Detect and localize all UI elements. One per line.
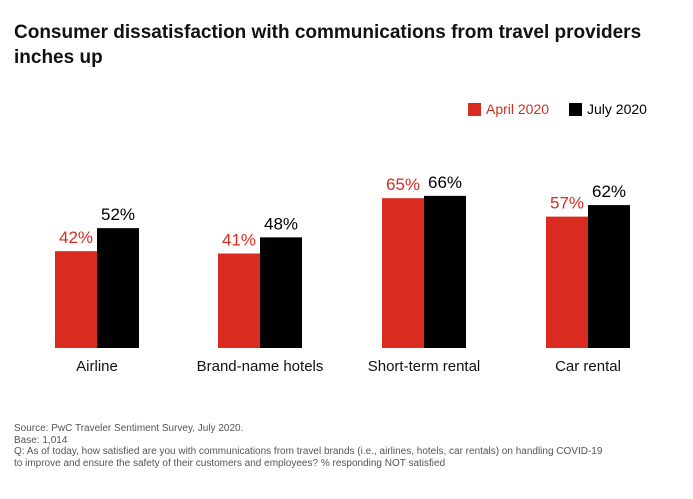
data-label-short-term-rental-july-2020: 66% [428, 173, 462, 192]
footnote-source: Source: PwC Traveler Sentiment Survey, J… [14, 423, 244, 434]
bar-airline-july-2020 [97, 228, 139, 348]
bar-airline-april-2020 [55, 251, 97, 348]
footnote-question-line-1: Q: As of today, how satisfied are you wi… [14, 446, 603, 457]
category-label-car-rental: Car rental [555, 358, 621, 375]
bar-car-rental-april-2020 [546, 216, 588, 348]
data-label-airline-april-2020: 42% [59, 228, 93, 247]
bar-short-term-rental-april-2020 [382, 198, 424, 348]
bar-brand-name-hotels-july-2020 [260, 237, 302, 348]
footnote-question-line-2: to improve and ensure the safety of thei… [14, 457, 446, 469]
category-label-brand-name-hotels: Brand-name hotels [197, 358, 324, 375]
category-label-airline: Airline [76, 358, 118, 375]
bar-brand-name-hotels-april-2020 [218, 253, 260, 348]
footnote: Source: PwC Traveler Sentiment Survey, J… [14, 423, 684, 469]
data-label-short-term-rental-april-2020: 65% [386, 175, 420, 194]
data-label-brand-name-hotels-april-2020: 41% [222, 230, 256, 249]
data-label-airline-july-2020: 52% [101, 205, 135, 224]
legend-label-july-2020: July 2020 [587, 101, 647, 117]
data-label-car-rental-july-2020: 62% [592, 182, 626, 201]
footnote-base: Base: 1,014 [14, 434, 68, 446]
data-label-brand-name-hotels-july-2020: 48% [264, 214, 298, 233]
category-label-short-term-rental: Short-term rental [368, 358, 481, 375]
bar-car-rental-july-2020 [588, 205, 630, 348]
bar-short-term-rental-july-2020 [424, 195, 466, 348]
legend-item-april-2020: April 2020 [468, 101, 549, 117]
legend-item-july-2020: July 2020 [569, 101, 647, 117]
data-label-car-rental-april-2020: 57% [550, 194, 584, 213]
legend-swatch-april-2020 [468, 102, 481, 116]
chart-title: Consumer dissatisfaction with communicat… [14, 22, 642, 68]
legend-swatch-july-2020 [569, 102, 582, 116]
legend-label-april-2020: April 2020 [486, 101, 550, 117]
